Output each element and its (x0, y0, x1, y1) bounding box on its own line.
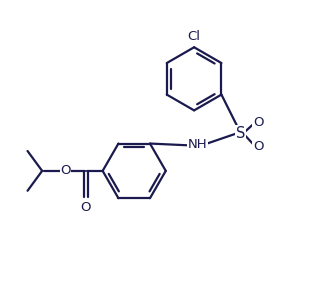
Text: O: O (81, 201, 91, 214)
Text: O: O (253, 116, 264, 129)
Text: O: O (60, 164, 71, 177)
Text: S: S (236, 126, 246, 141)
Text: Cl: Cl (187, 30, 201, 43)
Text: O: O (253, 140, 264, 153)
Text: NH: NH (188, 138, 207, 151)
